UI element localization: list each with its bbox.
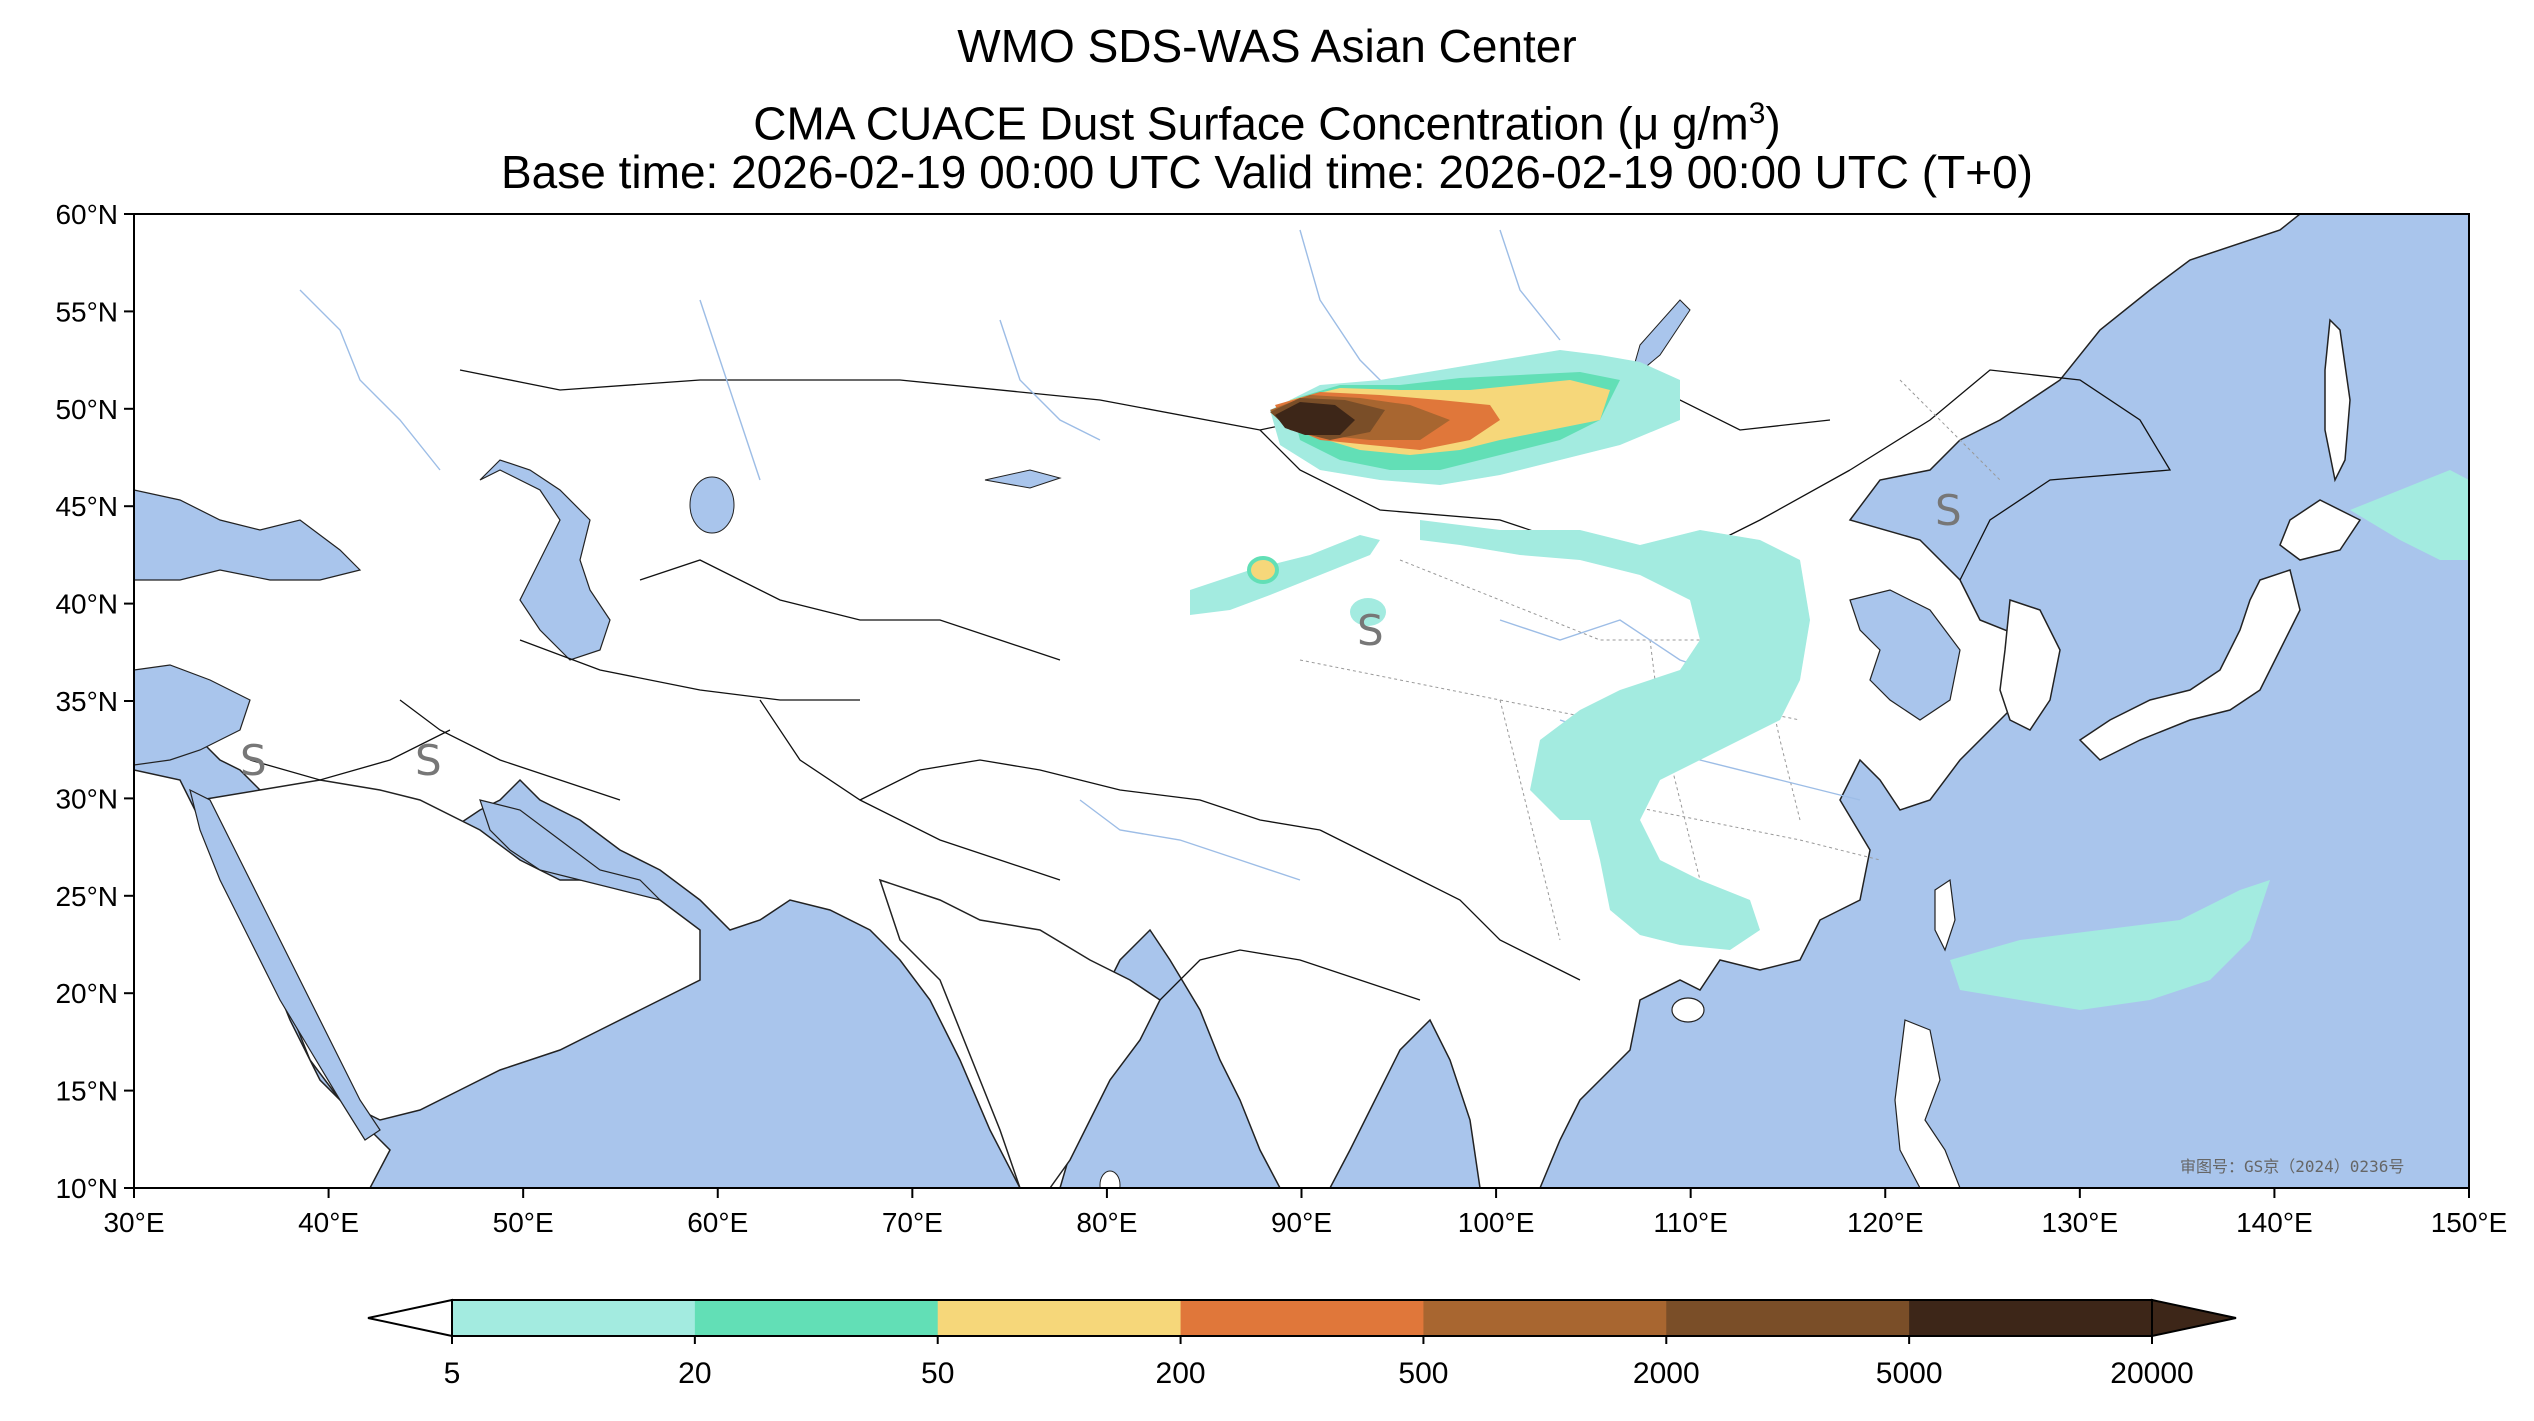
colorbar-level-label: 5 — [443, 1357, 461, 1390]
colorbar-segment — [937, 1300, 1182, 1336]
land-taiwan — [1934, 878, 1956, 952]
station-marker: S — [415, 736, 442, 785]
colorbar — [367, 1298, 2237, 1344]
lon-tick-label: 60°E — [687, 1207, 748, 1238]
title-prefix: CMA CUACE Dust Surface Concentration ( — [753, 97, 1633, 150]
lat-tick-label: 15°N — [55, 1076, 118, 1107]
lon-tick-label: 150°E — [2431, 1207, 2508, 1238]
aral-sea — [689, 476, 735, 534]
land-hokkaido — [2279, 499, 2362, 561]
lon-tick-label: 130°E — [2042, 1207, 2119, 1238]
lat-tick-label: 60°N — [55, 199, 118, 230]
lon-tick-label: 80°E — [1076, 1207, 1137, 1238]
country-borders — [249, 369, 2172, 1001]
title-unit-superscript: 3 — [1748, 97, 1766, 130]
dust-level-5-20-north-pacific — [2350, 470, 2469, 560]
longitude-axis: 30°E 40°E 50°E 60°E 70°E 80°E 90°E 100°E 110°E 12… — [103, 1188, 2507, 1238]
colorbar-level-label: 20000 — [2110, 1357, 2194, 1390]
colorbar-segment — [1423, 1300, 1667, 1336]
dust-level-5-20-qaidam — [1350, 598, 1386, 626]
title-line-1: WMO SDS-WAS Asian Center — [957, 20, 1577, 72]
colorbar-segment — [1180, 1300, 1424, 1336]
colorbar-over-arrow — [2151, 1298, 2237, 1338]
lat-tick-label: 40°N — [55, 589, 118, 620]
title-suffix: ) — [1765, 97, 1781, 150]
land-japan — [2078, 569, 2301, 761]
map-area: S S S S 审图号：GS京（2024）0236号 — [134, 214, 2469, 1188]
lon-tick-label: 100°E — [1458, 1207, 1535, 1238]
title-line-3: Base time: 2026-02-19 00:00 UTC Valid ti… — [501, 146, 2033, 198]
colorbar-level-label: 200 — [1155, 1357, 1206, 1390]
dust-level-5-20-east-sea — [1950, 880, 2270, 1010]
dust-concentration-fill — [1190, 350, 2469, 1010]
lon-tick-label: 40°E — [298, 1207, 359, 1238]
lon-tick-label: 110°E — [1653, 1207, 1728, 1238]
colorbar-under-arrow — [367, 1298, 453, 1338]
colorbar-segment — [694, 1300, 939, 1336]
lake-balkhash — [984, 469, 1062, 489]
lat-tick-label: 35°N — [55, 686, 118, 717]
colorbar-segment — [1909, 1300, 2153, 1336]
colorbar-segment — [1666, 1300, 1910, 1336]
persian-gulf — [479, 799, 662, 902]
lat-tick-label: 30°N — [55, 783, 118, 814]
red-sea — [189, 788, 381, 1141]
dust-level-5000-20000 — [1275, 402, 1355, 435]
lon-tick-label: 140°E — [2236, 1207, 2313, 1238]
land-philippines — [1894, 1019, 1961, 1188]
land-sri-lanka — [1099, 1170, 1121, 1188]
lat-tick-label: 50°N — [55, 394, 118, 425]
land-india — [878, 878, 1161, 1188]
colorbar-frame — [451, 1299, 2153, 1337]
colorbar-segment — [452, 1300, 696, 1336]
lon-tick-label: 50°E — [493, 1207, 554, 1238]
lon-tick-label: 90°E — [1271, 1207, 1332, 1238]
lon-tick-label: 30°E — [103, 1207, 164, 1238]
black-sea — [134, 489, 362, 581]
station-marker: S — [1935, 486, 1962, 535]
lon-tick-label: 120°E — [1847, 1207, 1924, 1238]
land-korea — [1999, 598, 2061, 731]
dust-level-5-20-tarim — [1190, 535, 1380, 615]
lat-tick-label: 45°N — [55, 491, 118, 522]
land-sakhalin — [2324, 318, 2351, 483]
yellow-sea — [1849, 589, 1961, 721]
lat-tick-label: 10°N — [55, 1173, 118, 1204]
colorbar-level-label: 500 — [1398, 1357, 1449, 1390]
dust-level-5-20-east-china — [1420, 520, 1810, 950]
station-marker: S — [1357, 606, 1384, 655]
caspian-sea — [479, 459, 611, 661]
dust-hotspot-west — [1247, 556, 1279, 584]
title-line-2: CMA CUACE Dust Surface Concentration (μ … — [0, 86, 2534, 151]
lat-tick-label: 25°N — [55, 881, 118, 912]
mediterranean-sea — [134, 664, 251, 766]
lon-tick-label: 70°E — [882, 1207, 943, 1238]
title-unit: μ g/m — [1632, 97, 1749, 150]
latitude-axis: 60°N 55°N 50°N 45°N 40°N 35°N 30°N 25°N 20°N 15°N… — [55, 199, 134, 1204]
colorbar-level-label: 5000 — [1875, 1357, 1943, 1390]
land-hainan — [1671, 997, 1705, 1023]
colorbar-level-label: 50 — [921, 1357, 955, 1390]
station-marker: S — [240, 736, 267, 785]
colorbar-level-label: 20 — [678, 1357, 712, 1390]
map-watermark: 审图号：GS京（2024）0236号 — [2180, 1157, 2404, 1176]
colorbar-level-label: 2000 — [1632, 1357, 1700, 1390]
lat-tick-label: 55°N — [55, 296, 118, 327]
lat-tick-label: 20°N — [55, 978, 118, 1009]
